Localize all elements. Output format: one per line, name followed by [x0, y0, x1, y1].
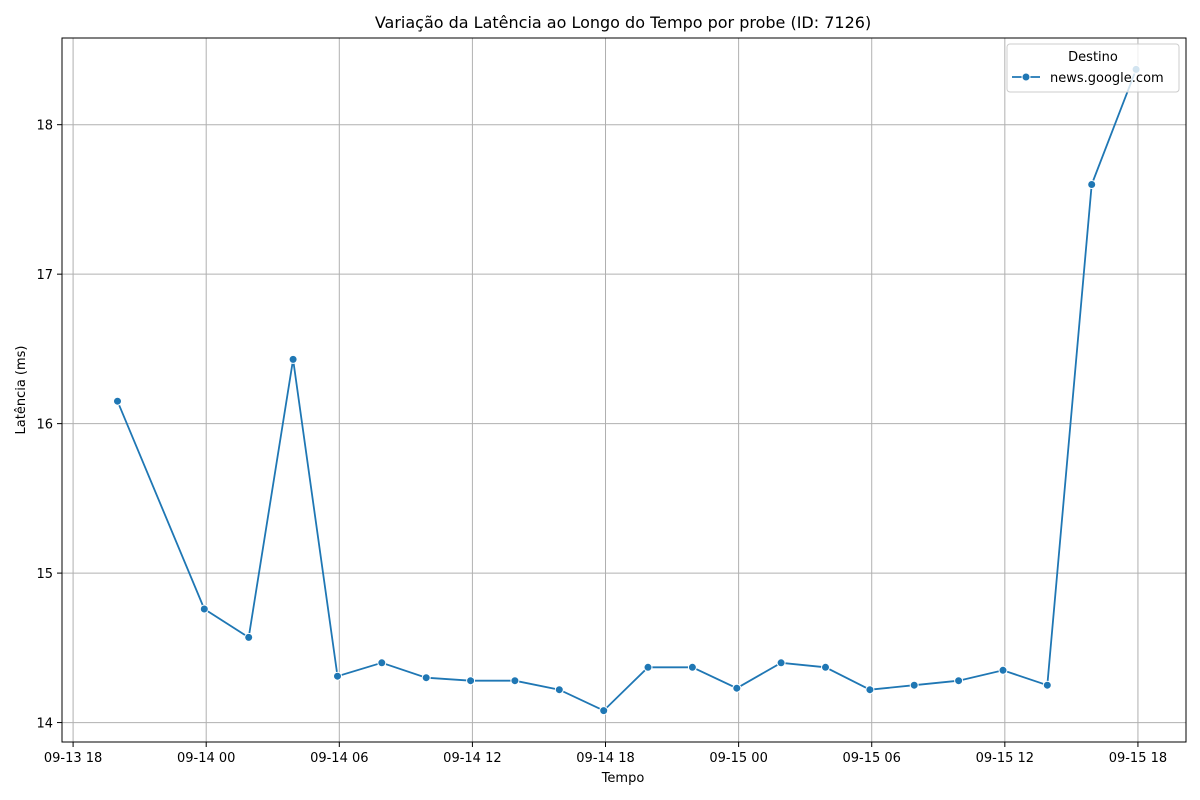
legend-marker-swatch: [1021, 72, 1031, 82]
x-tick-label: 09-13 18: [44, 751, 102, 766]
legend-title: Destino: [1068, 50, 1118, 65]
data-point: [244, 632, 254, 642]
x-tick-label: 09-14 18: [576, 751, 634, 766]
data-point: [554, 685, 564, 695]
data-point: [865, 685, 875, 695]
data-point: [288, 354, 298, 364]
grid-lines: [62, 38, 1186, 742]
legend: Destino news.google.com: [1006, 43, 1180, 93]
data-point: [377, 658, 387, 668]
plot-area-frame: [61, 37, 1187, 743]
y-tick-label: 17: [36, 268, 53, 283]
data-point: [954, 676, 964, 686]
legend-entry-label: news.google.com: [1050, 71, 1164, 86]
x-tick-label: 09-14 06: [310, 751, 368, 766]
x-tick-label: 09-15 12: [976, 751, 1034, 766]
data-point: [510, 676, 520, 686]
data-point: [1087, 180, 1097, 189]
y-axis-ticks: 14 15 16 17 18: [36, 119, 62, 732]
data-point: [333, 671, 342, 681]
data-point: [643, 662, 653, 672]
y-tick-label: 14: [36, 717, 53, 732]
data-point: [687, 662, 697, 672]
data-point: [1042, 680, 1052, 690]
x-tick-label: 09-15 00: [709, 751, 767, 766]
y-tick-label: 15: [36, 567, 53, 582]
data-point: [909, 680, 919, 690]
y-tick-label: 18: [36, 119, 53, 134]
series-line: [116, 69, 1137, 712]
x-tick-label: 09-15 18: [1109, 751, 1167, 766]
y-tick-label: 16: [36, 418, 53, 433]
legend-box: [1006, 43, 1180, 93]
y-axis-label: Latência (ms): [14, 346, 29, 435]
data-point: [113, 396, 122, 406]
series-layer: [113, 64, 1141, 716]
x-axis-ticks: 09-13 18 09-14 00 09-14 06 09-14 12 09-14 18…: [44, 742, 1167, 766]
x-tick-label: 09-14 12: [443, 751, 501, 766]
data-point: [199, 604, 209, 614]
data-point: [732, 683, 742, 693]
data-point: [466, 676, 476, 686]
chart-title: Variação da Latência ao Longo do Tempo p…: [375, 13, 871, 32]
x-tick-label: 09-14 00: [177, 751, 235, 766]
data-point: [599, 706, 609, 716]
data-point: [998, 665, 1008, 675]
data-point: [821, 662, 830, 672]
x-tick-label: 09-15 06: [842, 751, 900, 766]
x-axis-label: Tempo: [601, 771, 645, 786]
data-point: [421, 673, 431, 683]
data-point: [776, 658, 786, 668]
